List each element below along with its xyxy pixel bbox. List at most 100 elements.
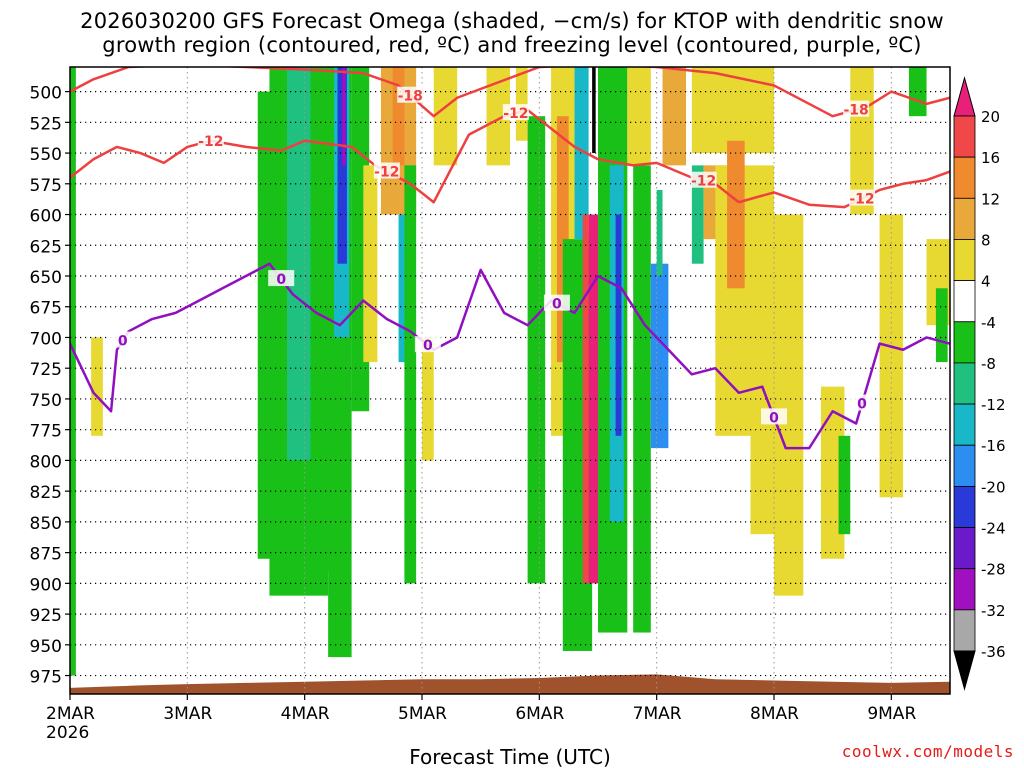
omega-region-41 [750, 411, 774, 535]
colorbar-label: -32 [981, 602, 1006, 620]
freezing-level-label: 0 [423, 338, 433, 354]
omega-region-46 [879, 214, 904, 498]
x-tick-label: 3MAR [163, 704, 212, 724]
colorbar-label: 20 [981, 108, 1000, 126]
x-tick-year-label: 2026 [46, 723, 89, 743]
omega-region-26 [588, 214, 598, 584]
omega-region-33 [650, 263, 669, 449]
y-tick-label: 550 [30, 145, 62, 165]
colorbar-label: -36 [981, 643, 1006, 661]
x-axis-label: Forecast Time (UTC) [409, 745, 611, 768]
omega-region-32 [633, 165, 651, 633]
omega-shading [70, 67, 950, 676]
colorbar: 20 16 12 8 4 -4 -8 -12 -16 -20 -24 -28 -32 -36 [953, 76, 1006, 691]
omega-region-11 [363, 165, 378, 363]
omega-region-9 [342, 67, 346, 166]
colorbar-label: 12 [981, 190, 1000, 208]
freezing-level-label-bg [849, 394, 875, 411]
x-tick-label: 2MAR [46, 704, 95, 724]
terrain-layer [70, 674, 950, 694]
y-tick-label: 675 [30, 299, 62, 319]
x-tick-label: 9MAR [867, 704, 916, 724]
credit-text[interactable]: coolwx.com/models [841, 742, 1014, 761]
dgz-label-bg [849, 189, 875, 206]
omega-region-49 [935, 288, 948, 363]
omega-region-44 [838, 435, 851, 535]
colorbar-label: -20 [981, 478, 1006, 496]
y-tick-label: 700 [30, 329, 62, 349]
colorbar-bottom-arrow [953, 650, 976, 691]
y-tick-label: 525 [30, 114, 62, 134]
freezing-level-label-bg [543, 294, 570, 311]
y-tick-label: 875 [30, 545, 62, 565]
colorbar-bin-6 [953, 321, 976, 364]
omega-region-24 [574, 67, 589, 240]
x-tick-label: 4MAR [281, 704, 330, 724]
freezing-level-line-0 [70, 262, 950, 450]
colorbar-label: -4 [981, 314, 996, 332]
omega-region-8 [337, 67, 347, 264]
dgz-label-bg [690, 171, 717, 188]
dgz-label: -12 [374, 165, 399, 181]
freezing-level-label: 0 [769, 410, 779, 426]
y-tick-label: 625 [30, 237, 62, 257]
dgz-label-bg [197, 131, 224, 148]
omega-region-31 [627, 67, 651, 166]
colorbar-bin-7 [953, 362, 976, 405]
freezing-level-label: 0 [857, 397, 867, 413]
dgz-label-bg [502, 104, 529, 121]
freezing-level-label: 0 [276, 272, 286, 288]
gridlines [70, 67, 950, 694]
dgz-line-0 [70, 108, 740, 204]
omega-region-27 [592, 67, 596, 154]
colorbar-bin-8 [953, 403, 976, 446]
omega-region-18 [486, 67, 510, 166]
y-tick-label: 800 [30, 452, 62, 472]
omega-region-35 [662, 67, 686, 166]
axes: 500 525 550 575 600 625 650 675 700 725 750 775 800 8… [30, 84, 917, 743]
dgz-label: -18 [398, 89, 423, 105]
omega-region-0 [70, 67, 76, 676]
y-tick-label: 650 [30, 268, 62, 288]
chart-title-line-1: 2026030200 GFS Forecast Omega (shaded, −… [80, 9, 944, 33]
y-tick-label: 750 [30, 391, 62, 411]
freezing-level-label: 0 [118, 334, 128, 350]
colorbar-bin-3 [953, 197, 976, 240]
y-tick-label: 825 [30, 483, 62, 503]
y-tick-label: 925 [30, 606, 62, 626]
x-tick-label: 7MAR [633, 704, 682, 724]
omega-region-17 [433, 67, 458, 166]
dgz-label: -12 [849, 192, 874, 208]
colorbar-label: -16 [981, 437, 1006, 455]
colorbar-bin-4 [953, 239, 976, 282]
colorbar-label: 8 [981, 231, 991, 249]
colorbar-bin-11 [953, 527, 976, 570]
omega-region-36 [691, 165, 704, 264]
freezing-level-label-bg [761, 408, 787, 425]
chart-title-line-2: growth region (contoured, red, ºC) and f… [102, 33, 922, 57]
colorbar-bin-2 [953, 156, 976, 199]
colorbar-label: 4 [981, 273, 991, 291]
y-tick-label: 975 [30, 668, 62, 688]
omega-region-37 [691, 67, 774, 154]
omega-region-14 [398, 214, 408, 363]
colorbar-label: -28 [981, 561, 1006, 579]
y-tick-label: 850 [30, 514, 62, 534]
x-tick-label: 8MAR [750, 704, 799, 724]
y-tick-label: 775 [30, 422, 62, 442]
colorbar-bin-9 [953, 444, 976, 487]
colorbar-bin-10 [953, 485, 976, 528]
omega-region-15 [404, 165, 417, 584]
colorbar-label: -12 [981, 396, 1006, 414]
omega-region-47 [908, 67, 927, 117]
colorbar-label: -24 [981, 520, 1006, 538]
colorbar-label: 16 [981, 149, 1000, 167]
omega-region-16 [422, 337, 434, 461]
x-tick-label: 6MAR [515, 704, 564, 724]
freezing-level-label-bg [414, 336, 441, 353]
plot-frame [69, 66, 951, 695]
dgz-label: -12 [503, 106, 528, 122]
colorbar-bin-13 [953, 609, 976, 652]
colorbar-label: -8 [981, 355, 996, 373]
